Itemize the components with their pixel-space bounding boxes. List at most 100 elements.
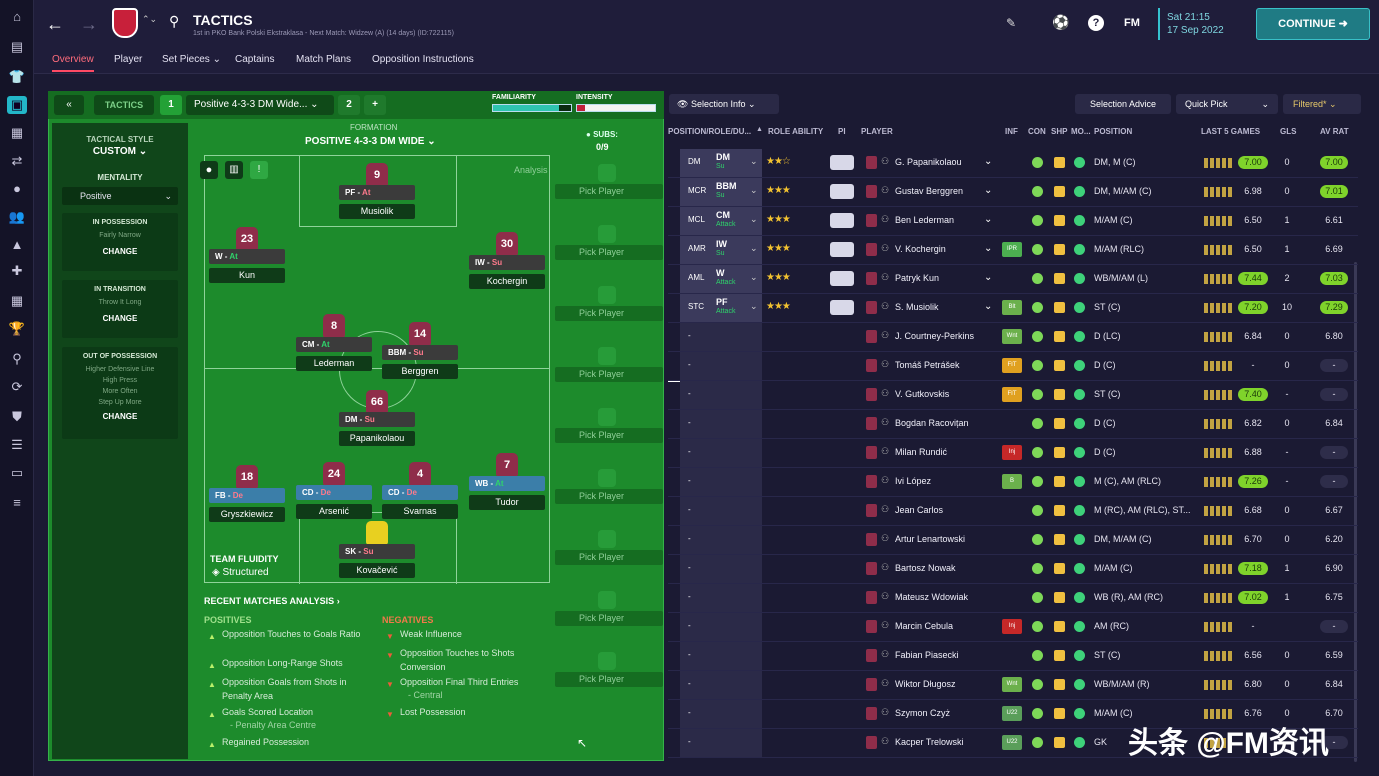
table-row[interactable]: STC PF Attack ⌄ ★★★ ⚇ S. Musiolik ⌄ Blt ST (C) 7.2…	[668, 294, 1358, 323]
pick-player-slot[interactable]: Pick Player	[555, 611, 663, 626]
forward-arrow-icon[interactable]: →	[80, 14, 98, 34]
player-name[interactable]: Ivi López	[895, 476, 932, 486]
pick-player-slot[interactable]: Pick Player	[555, 184, 663, 199]
filter-dropdown[interactable]: Filtered* ⌄	[1283, 94, 1361, 114]
table-row[interactable]: MCL CM Attack ⌄ ★★★ ⚇ Ben Lederman ⌄ M/AM (C) 6.5…	[668, 207, 1358, 236]
continue-button[interactable]: CONTINUE ➜	[1256, 8, 1370, 40]
tactical-style-dropdown[interactable]: CUSTOM ⌄	[92, 146, 148, 157]
pick-player-slot[interactable]: Pick Player	[555, 672, 663, 687]
col-shp[interactable]: SHP	[1051, 127, 1068, 136]
formation-dropdown[interactable]: POSITIVE 4-3-3 DM WIDE ⌄	[305, 136, 436, 147]
medical-icon[interactable]: ✚	[11, 263, 23, 278]
in-possession-change-button[interactable]: CHANGE	[102, 247, 138, 256]
table-row[interactable]: - ⚇ Ivi López B M (C), AM (RLC) 7.26 - -	[668, 468, 1358, 497]
search-icon[interactable]: ⚲	[12, 351, 22, 366]
squad-icon[interactable]: 👕	[8, 69, 26, 84]
col-av-rat[interactable]: AV RAT	[1320, 127, 1349, 136]
help-icon[interactable]: ?	[1088, 15, 1104, 31]
date-time-display[interactable]: Sat 21:15 17 Sep 2022	[1158, 8, 1248, 40]
trophy-icon[interactable]: 🏆	[8, 321, 26, 336]
player-name[interactable]: V. Gutkovskis	[895, 389, 950, 399]
pick-player-slot[interactable]: Pick Player	[555, 245, 663, 260]
player-name[interactable]: Mateusz Wdowiak	[895, 592, 969, 602]
player-instructions-icon[interactable]	[830, 271, 854, 286]
staff-icon[interactable]: 👥	[8, 209, 26, 224]
position-cell[interactable]: -	[680, 352, 762, 380]
tab-opposition-instructions[interactable]: Opposition Instructions	[372, 54, 474, 65]
position-cell[interactable]: -	[680, 410, 762, 438]
col-con[interactable]: CON	[1028, 127, 1046, 136]
table-row[interactable]: - ⚇ Szymon Czyż U22 M/AM (C) 6.76 0 6.70	[668, 700, 1358, 729]
col-role-ability[interactable]: ROLE ABILITY	[768, 127, 824, 136]
player-instructions-icon[interactable]	[830, 155, 854, 170]
transfers-icon[interactable]: ⇄	[11, 153, 23, 168]
position-cell[interactable]: MCL CM Attack ⌄	[680, 207, 762, 235]
position-cell[interactable]: -	[680, 642, 762, 670]
tab-player[interactable]: Player	[114, 54, 143, 65]
player-name[interactable]: S. Musiolik	[895, 302, 939, 312]
tab-match-plans[interactable]: Match Plans	[296, 54, 352, 65]
ticket-icon[interactable]: ▭	[10, 465, 24, 480]
table-row[interactable]: - ⚇ Mateusz Wdowiak WB (R), AM (RC) 7.02 1 6.7…	[668, 584, 1358, 613]
player-name[interactable]: Ben Lederman	[895, 215, 955, 225]
col-inf[interactable]: INF	[1005, 127, 1018, 136]
table-row[interactable]: AML W Attack ⌄ ★★★ ⚇ Patryk Kun ⌄ WB/M/AM (L) 7.4…	[668, 265, 1358, 294]
position-cell[interactable]: STC PF Attack ⌄	[680, 294, 762, 322]
player-name[interactable]: G. Papanikolaou	[895, 157, 962, 167]
ball-icon[interactable]: ●	[13, 181, 21, 196]
table-row[interactable]: - ⚇ J. Courtney-Perkins Wnt D (LC) 6.84 0 6.80	[668, 323, 1358, 352]
calendar-icon[interactable]: ▦	[10, 293, 24, 308]
player-name[interactable]: Bogdan Racovițan	[895, 418, 969, 428]
search-icon[interactable]: ⚲	[169, 13, 180, 29]
table-row[interactable]: MCR BBM Su ⌄ ★★★ ⚇ Gustav Berggren ⌄ DM, M/AM (C…	[668, 178, 1358, 207]
position-cell[interactable]: -	[680, 555, 762, 583]
position-cell[interactable]: -	[680, 381, 762, 409]
table-row[interactable]: - ⚇ Kacper Trelowski U22 GK - -	[668, 729, 1358, 758]
pick-player-slot[interactable]: Pick Player	[555, 428, 663, 443]
out-of-possession-box[interactable]: OUT OF POSSESSION Higher Defensive Line …	[62, 347, 178, 439]
chevron-down-icon[interactable]: ⌄	[984, 243, 993, 254]
player-name[interactable]: Kacper Trelowski	[895, 737, 964, 747]
table-row[interactable]: - ⚇ Tomáš Petrášek FIT D (C) - 0 -	[668, 352, 1358, 381]
pick-player-slot[interactable]: Pick Player	[555, 367, 663, 382]
col-pi[interactable]: PI	[838, 127, 846, 136]
inbox-icon[interactable]: ▤	[10, 39, 24, 54]
player-instructions-icon[interactable]	[830, 300, 854, 315]
tab-captains[interactable]: Captains	[235, 54, 275, 65]
position-cell[interactable]: AMR IW Su ⌄	[680, 236, 762, 264]
player-name[interactable]: Wiktor Długosz	[895, 679, 956, 689]
player-name[interactable]: Fabian Piasecki	[895, 650, 959, 660]
alert-icon[interactable]: !	[250, 161, 268, 179]
out-of-possession-change-button[interactable]: CHANGE	[102, 412, 138, 421]
tactics-icon[interactable]: ▣	[7, 96, 27, 114]
home-icon[interactable]: ⌂	[13, 9, 21, 24]
col-mo[interactable]: MO...	[1071, 127, 1091, 136]
finance-icon[interactable]: ⟳	[11, 379, 23, 394]
recent-matches-analysis-link[interactable]: RECENT MATCHES ANALYSIS ›	[204, 596, 340, 606]
player-name[interactable]: Jean Carlos	[895, 505, 944, 515]
ball-icon[interactable]: ⚽	[1052, 14, 1070, 30]
pick-player-slot[interactable]: Pick Player	[555, 306, 663, 321]
player-instructions-icon[interactable]	[830, 242, 854, 257]
in-transition-box[interactable]: IN TRANSITION Throw It Long CHANGE	[62, 280, 178, 338]
mentality-dropdown[interactable]: Positive ⌄	[62, 187, 178, 205]
analysis-toggle[interactable]: Analysis	[514, 165, 548, 175]
table-row[interactable]: - ⚇ Milan Rundić Inj D (C) 6.88 - -	[668, 439, 1358, 468]
table-row[interactable]: AMR IW Su ⌄ ★★★ ⚇ V. Kochergin ⌄ IPR M/AM (RLC) 6.…	[668, 236, 1358, 265]
selection-info-dropdown[interactable]: 👁 Selection Info ⌄	[669, 94, 779, 114]
player-name[interactable]: Bartosz Nowak	[895, 563, 956, 573]
position-cell[interactable]: DM DM Su ⌄	[680, 149, 762, 177]
chevron-down-icon[interactable]: ⌄	[984, 214, 993, 225]
club-crest-icon[interactable]	[112, 8, 138, 38]
in-possession-box[interactable]: IN POSSESSION Fairly Narrow CHANGE	[62, 213, 178, 271]
position-cell[interactable]: -	[680, 584, 762, 612]
quick-pick-dropdown[interactable]: Quick Pick ⌄	[1176, 94, 1278, 114]
selection-advice-button[interactable]: Selection Advice	[1075, 94, 1171, 114]
chevron-down-icon[interactable]: ⌄	[984, 301, 993, 312]
club-icon[interactable]: ⛊	[12, 409, 22, 424]
tab-set-pieces[interactable]: Set Pieces ⌄	[162, 54, 221, 65]
table-row[interactable]: - ⚇ V. Gutkovskis FIT ST (C) 7.40 - -	[668, 381, 1358, 410]
player-name[interactable]: V. Kochergin	[895, 244, 946, 254]
tactic-slot-2[interactable]: 2	[338, 95, 360, 115]
table-row[interactable]: - ⚇ Wiktor Długosz Wnt WB/M/AM (R) 6.80 0 6.84	[668, 671, 1358, 700]
